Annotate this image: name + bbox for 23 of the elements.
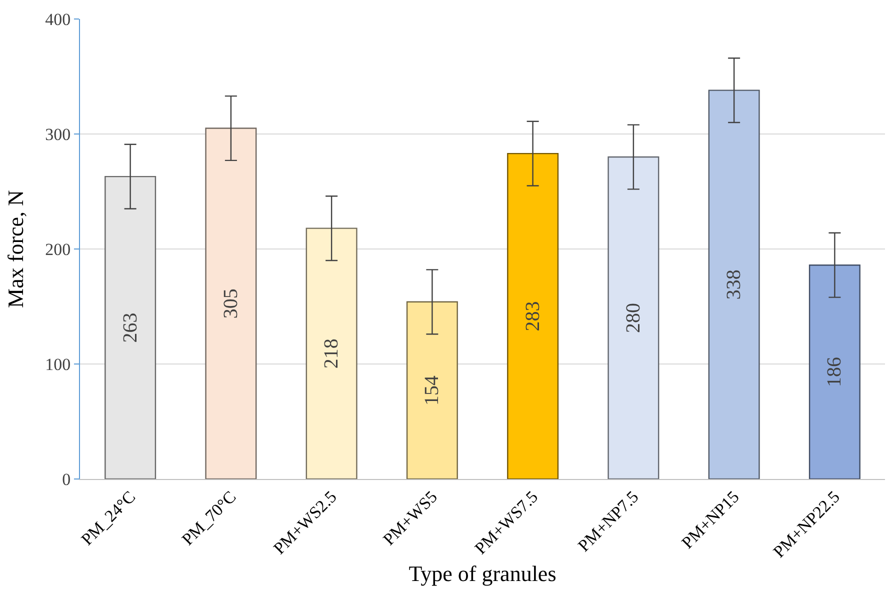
y-axis-title: Max force, N bbox=[2, 190, 28, 308]
data-label: 280 bbox=[622, 303, 644, 333]
y-tick-label: 200 bbox=[45, 240, 71, 259]
bar bbox=[507, 152, 559, 479]
bar bbox=[406, 301, 458, 479]
data-label: 186 bbox=[824, 357, 846, 388]
data-label: 283 bbox=[522, 301, 544, 332]
x-axis-title: Type of granules bbox=[408, 561, 556, 586]
y-tick-label: 100 bbox=[45, 354, 71, 374]
bar bbox=[708, 90, 760, 479]
bar bbox=[808, 264, 860, 479]
data-label: 338 bbox=[723, 270, 746, 300]
data-label: 263 bbox=[119, 312, 142, 343]
data-label: 218 bbox=[320, 338, 343, 369]
bar bbox=[306, 228, 358, 479]
y-tick-label: 0 bbox=[62, 470, 71, 489]
bar bbox=[104, 176, 156, 479]
data-label: 305 bbox=[220, 288, 242, 319]
data-label: 154 bbox=[421, 375, 444, 406]
y-tick-label: 400 bbox=[45, 10, 71, 29]
y-tick-label: 300 bbox=[45, 124, 71, 144]
bar bbox=[205, 128, 257, 479]
bar bbox=[608, 156, 660, 479]
